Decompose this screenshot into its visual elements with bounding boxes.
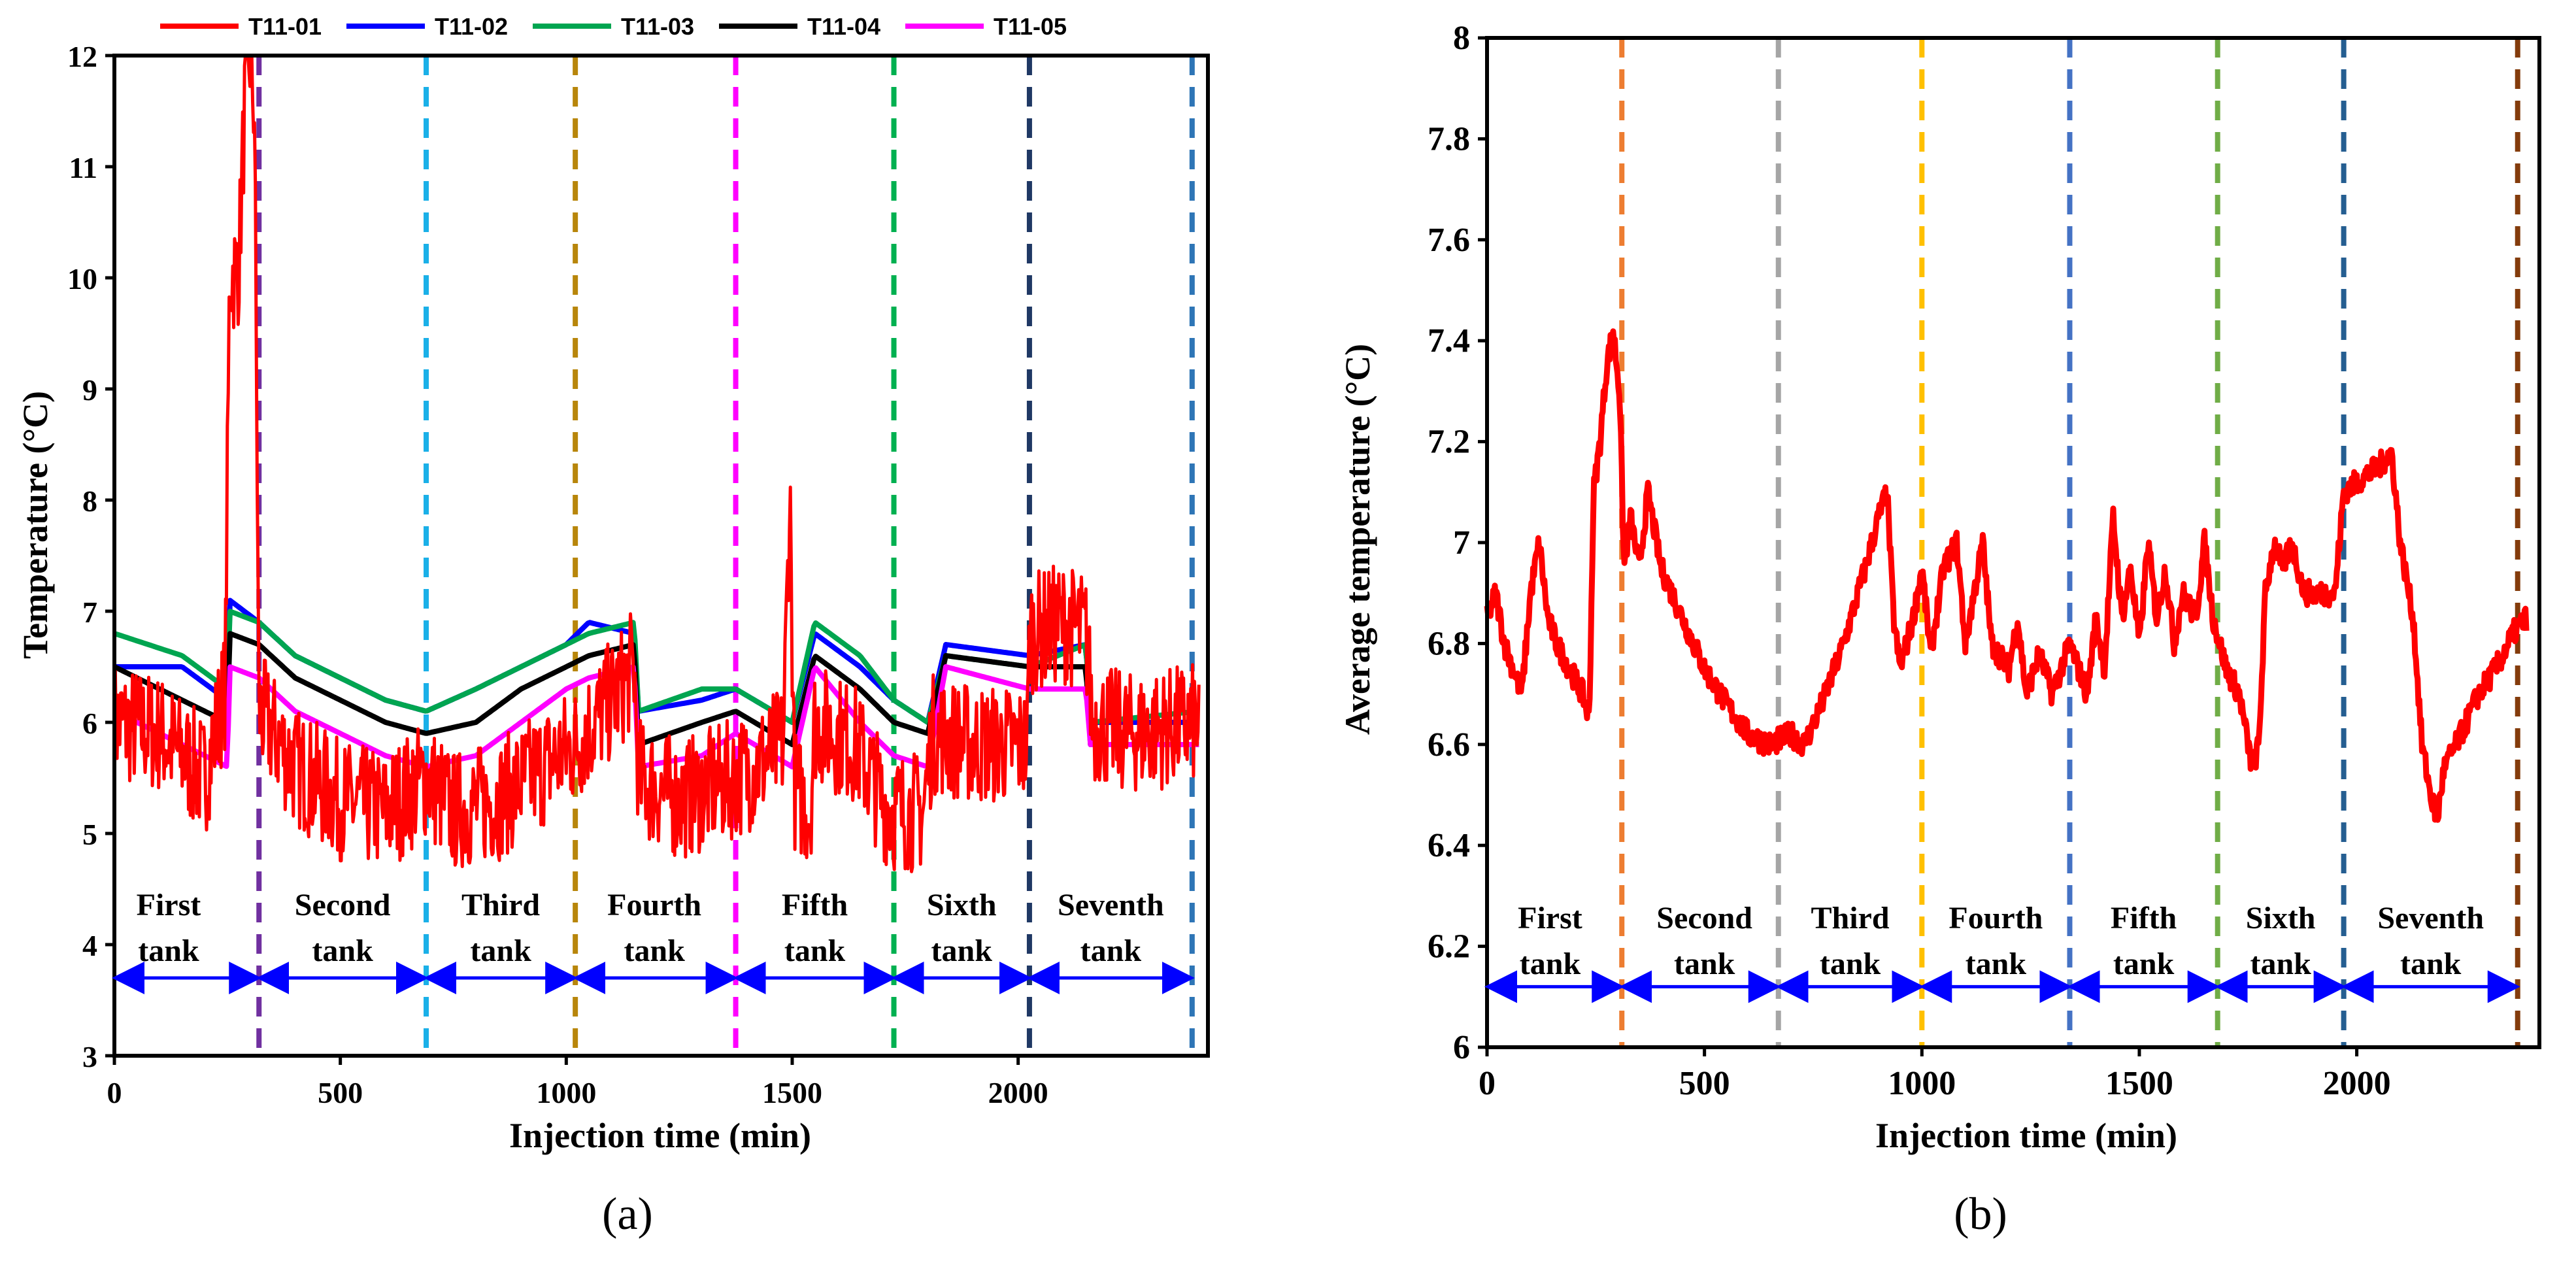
legend-label-t11-04: T11-04	[807, 13, 880, 40]
y-tick-label: 6.2	[1428, 928, 1470, 966]
legend-label-t11-05: T11-05	[994, 13, 1067, 40]
x-tick-label: 1500	[762, 1076, 822, 1109]
y-tick-label: 7.4	[1428, 322, 1470, 360]
y-tick-label: 6.8	[1428, 625, 1470, 662]
tank-label-7-line1: Seventh	[1058, 888, 1164, 922]
tank-label-1-line2: tank	[138, 933, 199, 968]
chart-a-xlabel: Injection time (min)	[509, 1116, 811, 1155]
series-line-t11-05	[113, 664, 1200, 769]
tank-label-3-line2: tank	[1820, 947, 1881, 981]
tank-label-2-line2: tank	[312, 933, 373, 968]
x-tick-label: 500	[1679, 1065, 1730, 1102]
tank-label-7-line1: Seventh	[2377, 901, 2484, 935]
chart-a: T11-01 T11-02 T11-03 T11-04 T11-05 3 4 5 6 7 8 9 10…	[16, 13, 1210, 1239]
y-tick-label: 5	[82, 818, 97, 851]
x-tick-label: 1500	[2105, 1065, 2173, 1102]
tank-label-7-line2: tank	[1080, 933, 1142, 968]
series-line-t11-04	[113, 631, 1200, 747]
tank-label-4-line2: tank	[624, 933, 685, 968]
tank-label-7-line2: tank	[2400, 947, 2462, 981]
tank-label-2-line1: Second	[295, 888, 391, 922]
legend-label-t11-01: T11-01	[248, 13, 322, 40]
y-tick-label: 11	[69, 151, 97, 184]
chart-a-axes: 3 4 5 6 7 8 9 10 11 12 0 500 1000 1500 2000	[67, 40, 1210, 1109]
tank-label-3-line1: Third	[461, 888, 540, 922]
chart-b-caption: (b)	[1954, 1189, 2007, 1239]
x-tick-label: 2000	[2323, 1065, 2391, 1102]
chart-a-caption: (a)	[602, 1189, 653, 1239]
tank-label-6-line1: Sixth	[2246, 901, 2316, 935]
chart-a-boundaries	[256, 56, 1195, 1056]
chart-b-ylabel: Average temperature (°C)	[1338, 344, 1377, 735]
tank-label-5-line1: Fifth	[782, 888, 848, 922]
plot-frame	[112, 54, 1210, 1058]
chart-a-tank-labels: First tank Second tank Third tank Fourth tank Fi…	[112, 888, 1195, 994]
tank-label-5-line2: tank	[2113, 947, 2175, 981]
series-line-t11-01	[112, 54, 1201, 873]
tank-label-5-line2: tank	[784, 933, 846, 968]
chart-b-tank-labels: First tank Second tank Third tank Fourth tank Fi…	[1484, 901, 2520, 1003]
y-tick-label: 7	[82, 596, 97, 629]
tank-label-4-line1: Fourth	[607, 888, 701, 922]
tank-label-1-line1: First	[137, 888, 201, 922]
tank-label-2-line1: Second	[1656, 901, 1752, 935]
y-tick-label: 9	[82, 373, 97, 407]
tank-label-6-line2: tank	[2250, 947, 2311, 981]
x-tick-label: 500	[318, 1076, 363, 1109]
x-tick-label: 1000	[1888, 1065, 1956, 1102]
chart-a-series	[112, 54, 1201, 873]
y-tick-label: 7.2	[1428, 424, 1470, 461]
x-tick-label: 2000	[988, 1076, 1048, 1109]
tank-label-1-line2: tank	[1520, 947, 1581, 981]
tank-label-1-line1: First	[1518, 901, 1582, 935]
x-tick-label: 0	[107, 1076, 122, 1109]
x-tick-label: 1000	[536, 1076, 596, 1109]
chart-a-legend: T11-01 T11-02 T11-03 T11-04 T11-05	[160, 13, 1067, 40]
tank-label-2-line2: tank	[1674, 947, 1735, 981]
chart-b-series	[1484, 328, 2530, 823]
tank-label-5-line1: Fifth	[2111, 901, 2177, 935]
y-tick-label: 6.4	[1428, 827, 1470, 864]
y-tick-label: 10	[67, 262, 97, 295]
y-tick-label: 3	[82, 1040, 97, 1073]
y-tick-label: 8	[1453, 20, 1470, 57]
y-tick-label: 7.8	[1428, 120, 1470, 158]
tank-label-3-line2: tank	[470, 933, 531, 968]
y-tick-label: 4	[82, 929, 97, 962]
tank-label-6-line2: tank	[931, 933, 993, 968]
chart-b-boundaries	[1619, 38, 2520, 1047]
chart-a-ylabel: Temperature (°C)	[16, 391, 55, 659]
y-tick-label: 6	[82, 707, 97, 740]
tank-label-3-line1: Third	[1811, 901, 1889, 935]
y-tick-label: 6	[1453, 1029, 1470, 1066]
chart-b: 6 6.2 6.4 6.6 6.8 7 7.2 7.4 7.6 7.8 8 0 500 1000 1500 2…	[1338, 20, 2541, 1239]
y-tick-label: 8	[82, 484, 97, 518]
tank-label-4-line1: Fourth	[1949, 901, 2043, 935]
chart-b-xlabel: Injection time (min)	[1875, 1116, 2177, 1155]
tank-label-4-line2: tank	[1965, 947, 2027, 981]
tank-label-6-line1: Sixth	[927, 888, 997, 922]
y-tick-label: 7	[1453, 524, 1470, 562]
chart-b-axes: 6 6.2 6.4 6.6 6.8 7 7.2 7.4 7.6 7.8 8 0 500 1000 1500 2…	[1428, 20, 2541, 1102]
series-line-average	[1484, 328, 2530, 823]
y-tick-label: 7.6	[1428, 222, 1470, 259]
legend-label-t11-03: T11-03	[621, 13, 694, 40]
y-tick-label: 6.6	[1428, 726, 1470, 764]
x-tick-label: 0	[1479, 1065, 1496, 1102]
legend-label-t11-02: T11-02	[435, 13, 508, 40]
y-tick-label: 12	[67, 40, 97, 73]
